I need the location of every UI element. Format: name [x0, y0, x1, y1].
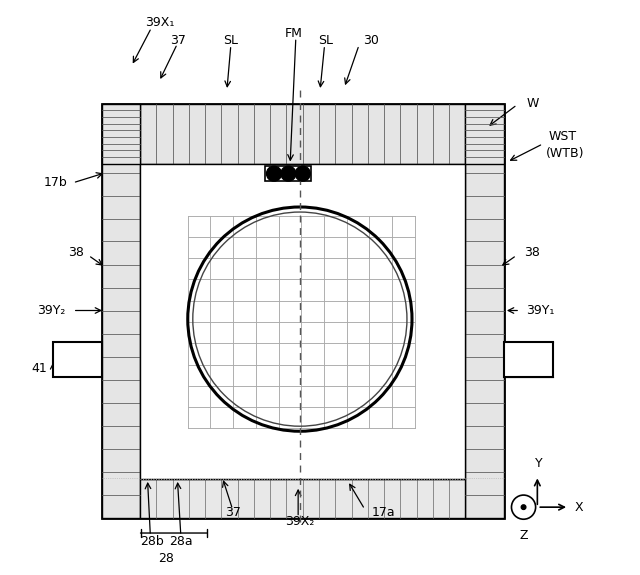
Text: WST: WST — [549, 131, 577, 143]
Bar — [465, 104, 504, 164]
Bar — [465, 104, 504, 518]
Text: 41: 41 — [32, 362, 47, 374]
Bar — [102, 104, 140, 164]
Bar — [140, 479, 465, 518]
Text: SL: SL — [223, 34, 238, 47]
Text: 28: 28 — [159, 553, 175, 565]
Bar — [140, 104, 465, 164]
Text: FM: FM — [285, 27, 303, 40]
Circle shape — [188, 207, 412, 431]
Text: 39X₂: 39X₂ — [285, 515, 315, 528]
Circle shape — [511, 495, 536, 519]
Text: 28b: 28b — [140, 535, 164, 548]
Bar — [52, 342, 102, 377]
Text: Z: Z — [519, 529, 528, 542]
Text: (WTB): (WTB) — [546, 147, 584, 160]
Text: 17b: 17b — [44, 177, 67, 189]
Text: SL: SL — [318, 34, 333, 47]
Text: 17a: 17a — [372, 507, 396, 519]
Circle shape — [521, 505, 526, 509]
Circle shape — [281, 166, 296, 181]
Text: 37: 37 — [225, 507, 241, 519]
Text: W: W — [527, 97, 540, 110]
Text: 39X₁: 39X₁ — [145, 17, 174, 29]
Bar — [102, 104, 504, 518]
Bar — [504, 342, 553, 377]
Bar — [140, 164, 465, 479]
Text: 39Y₁: 39Y₁ — [526, 304, 554, 317]
Text: 28a: 28a — [169, 535, 193, 548]
Text: 38: 38 — [524, 247, 540, 259]
Text: Y: Y — [535, 457, 543, 470]
Circle shape — [266, 166, 282, 181]
Text: X: X — [575, 501, 583, 513]
Text: 37: 37 — [170, 34, 186, 47]
Bar — [102, 104, 140, 518]
Text: 30: 30 — [363, 34, 379, 47]
Circle shape — [295, 166, 310, 181]
Text: 38: 38 — [68, 247, 84, 259]
Bar — [266, 166, 312, 181]
Text: 39Y₂: 39Y₂ — [38, 304, 66, 317]
